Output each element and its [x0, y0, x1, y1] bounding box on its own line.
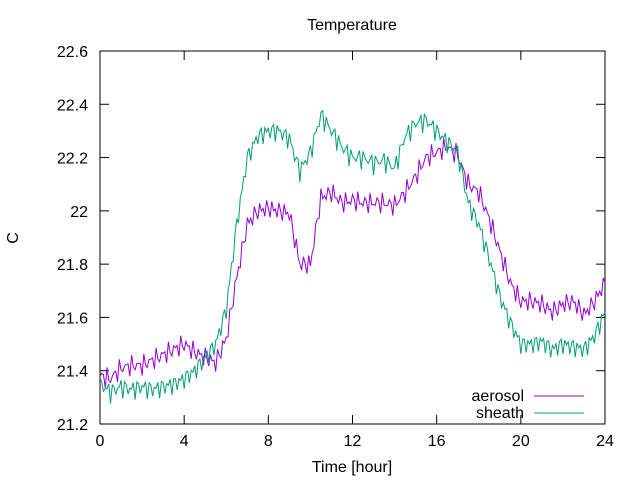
x-tick-label: 4	[180, 433, 189, 450]
x-tick-label: 12	[344, 433, 362, 450]
y-tick-label: 21.2	[57, 417, 88, 434]
series-layer	[99, 109, 606, 404]
plot-frame	[99, 50, 606, 425]
x-tick-label: 20	[512, 433, 530, 450]
series-line-sheath	[99, 109, 606, 404]
y-tick-label: 22.2	[57, 151, 88, 168]
x-tick-label: 24	[596, 433, 614, 450]
y-tick-label: 22.4	[57, 97, 88, 114]
y-tick-label: 21.4	[57, 364, 88, 381]
x-tick-label: 0	[96, 433, 105, 450]
y-tick-label: 22.6	[57, 44, 88, 61]
y-tick-label: 22	[70, 204, 88, 221]
y-tick-label: 21.6	[57, 310, 88, 327]
y-axis-label: C	[5, 232, 22, 244]
x-tick-label: 16	[428, 433, 446, 450]
series-line-aerosol	[99, 138, 606, 388]
x-axis-label: Time [hour]	[312, 459, 392, 476]
legend-label-aerosol: aerosol	[472, 388, 524, 405]
legend-label-sheath: sheath	[476, 405, 524, 422]
axes: 0 4 8 12 16 20 24 21.2 21.4 21.6 21.8 22 22.2 22.4 22.…	[57, 44, 614, 450]
x-tick-label: 8	[264, 433, 273, 450]
chart-title: Temperature	[307, 17, 397, 34]
y-tick-label: 21.8	[57, 257, 88, 274]
